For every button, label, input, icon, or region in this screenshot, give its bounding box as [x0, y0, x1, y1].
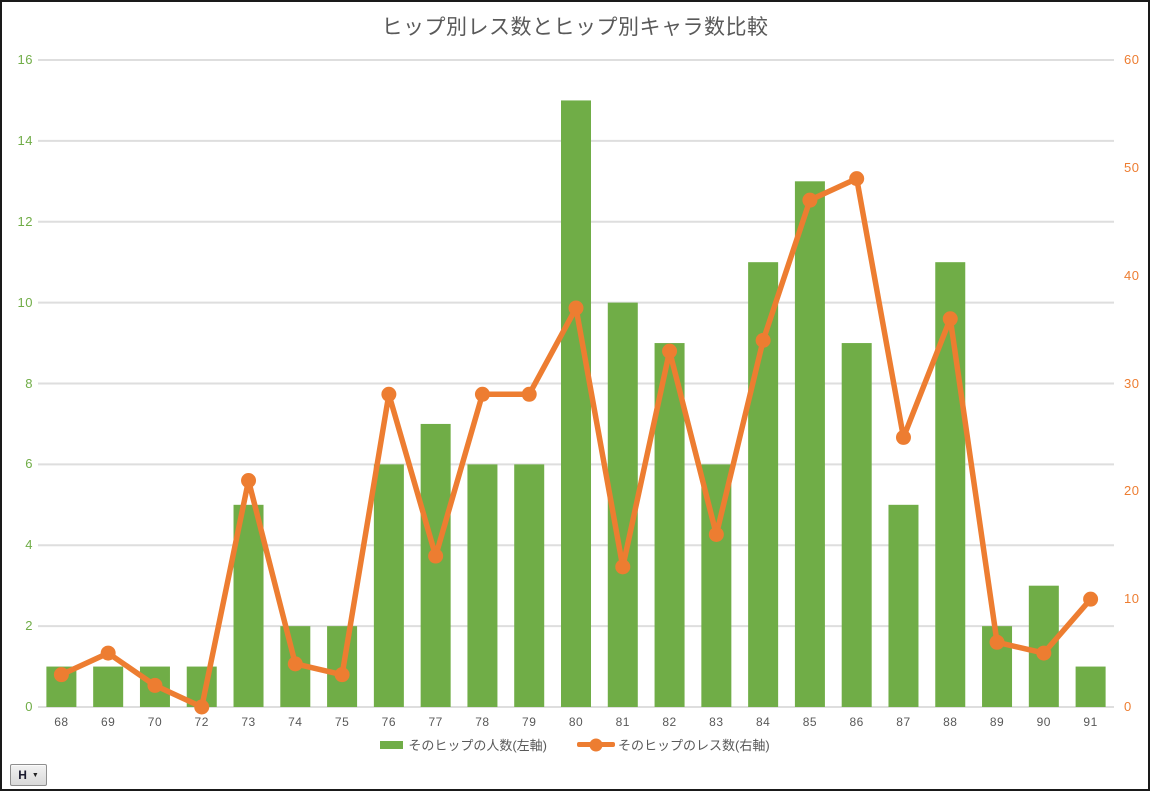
line-point-90[interactable] [1036, 645, 1052, 661]
legend-item-bar-series[interactable]: そのヒップの人数(左軸) [380, 735, 547, 754]
bar-91[interactable] [1075, 666, 1106, 707]
bar-80[interactable] [561, 100, 591, 707]
line-point-81[interactable] [615, 559, 631, 575]
bar-69[interactable] [93, 666, 124, 707]
line-point-72[interactable] [194, 699, 210, 715]
line-point-91[interactable] [1083, 591, 1099, 607]
line-point-87[interactable] [895, 429, 911, 445]
bar-79[interactable] [514, 464, 545, 707]
line-point-85[interactable] [802, 192, 818, 208]
line-marker-dot-icon [589, 738, 603, 751]
bar-77[interactable] [420, 423, 451, 707]
line-point-77[interactable] [428, 548, 444, 564]
line-series-swatch-icon [577, 738, 615, 751]
chart-title: ヒップ別レス数とヒップ別キャラ数比較 [381, 16, 769, 39]
bar-87[interactable] [888, 504, 919, 707]
bar-series-swatch-icon [380, 740, 404, 749]
line-point-68[interactable] [53, 667, 69, 683]
line-point-82[interactable] [662, 343, 678, 359]
caret-down-icon: ▼ [31, 771, 39, 779]
line-point-69[interactable] [100, 645, 116, 661]
line-point-75[interactable] [334, 667, 350, 683]
line-point-73[interactable] [241, 473, 257, 489]
bar-86[interactable] [841, 343, 872, 707]
line-point-76[interactable] [381, 386, 397, 402]
line-point-86[interactable] [849, 171, 865, 187]
column-filter-dropdown[interactable]: H ▼ [10, 764, 47, 786]
bar-78[interactable] [467, 464, 498, 707]
line-point-88[interactable] [942, 311, 958, 327]
line-point-83[interactable] [708, 526, 724, 542]
bar-76[interactable] [373, 464, 404, 707]
bar-84[interactable] [748, 262, 779, 707]
legend: そのヒップの人数(左軸) そのヒップのレス数(右軸) [2, 735, 1148, 754]
line-point-78[interactable] [474, 386, 490, 402]
line-point-70[interactable] [147, 677, 163, 693]
line-point-80[interactable] [568, 300, 584, 316]
legend-label-line-series: そのヒップのレス数(右軸) [618, 738, 770, 753]
legend-label-bar-series: そのヒップの人数(左軸) [408, 738, 547, 753]
line-point-89[interactable] [989, 634, 1005, 650]
line-point-74[interactable] [287, 656, 303, 672]
dropdown-label: H [18, 768, 27, 782]
line-point-84[interactable] [755, 332, 771, 348]
line-point-79[interactable] [521, 386, 537, 402]
legend-item-line-series[interactable]: そのヒップのレス数(右軸) [577, 735, 770, 754]
bar-85[interactable] [794, 181, 825, 707]
